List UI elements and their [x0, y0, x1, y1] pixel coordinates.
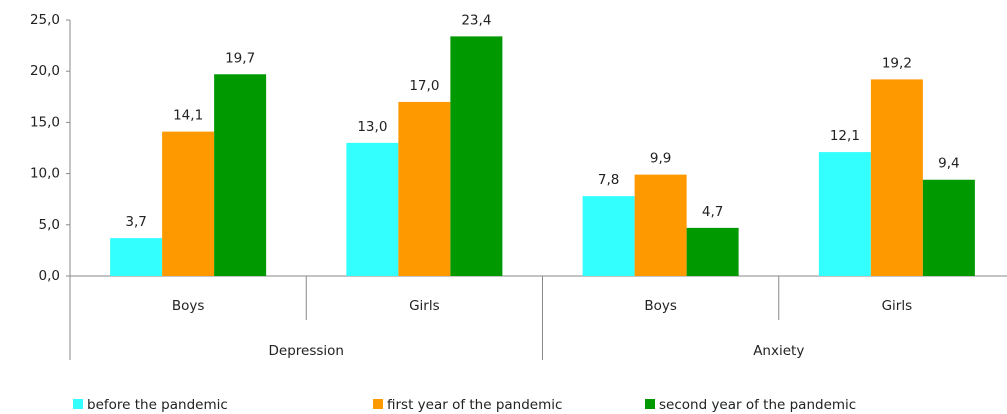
legend-label: before the pandemic — [87, 397, 228, 413]
data-label: 19,7 — [225, 50, 255, 66]
y-tick-label: 15,0 — [30, 114, 60, 130]
legend-swatch — [645, 399, 655, 409]
bar — [346, 142, 399, 276]
bar — [110, 238, 163, 276]
x-tick-label: Girls — [409, 298, 440, 314]
y-tick-label: 20,0 — [30, 63, 60, 79]
data-label: 17,0 — [409, 78, 439, 94]
legend-label: first year of the pandemic — [387, 397, 562, 413]
data-label: 13,0 — [357, 119, 387, 135]
legend-label: second year of the pandemic — [659, 397, 856, 413]
data-label: 7,8 — [598, 172, 619, 188]
y-tick-label: 5,0 — [39, 217, 60, 233]
group-label: Anxiety — [753, 343, 804, 359]
group-label: Depression — [269, 343, 344, 359]
bar — [818, 152, 871, 276]
y-tick-label: 25,0 — [30, 12, 60, 28]
x-tick-label: Boys — [172, 298, 205, 314]
bar — [582, 196, 635, 276]
data-label: 19,2 — [882, 55, 912, 71]
legend-swatch — [73, 399, 83, 409]
y-tick-label: 0,0 — [39, 268, 60, 284]
bar — [214, 74, 267, 276]
y-tick-label: 10,0 — [30, 166, 60, 182]
data-label: 14,1 — [173, 108, 203, 124]
bar — [686, 227, 739, 276]
x-tick-label: Boys — [644, 298, 677, 314]
legend-swatch — [373, 399, 383, 409]
data-label: 9,9 — [650, 151, 671, 167]
bar — [922, 179, 975, 276]
data-label: 23,4 — [461, 12, 491, 28]
bar — [398, 101, 451, 276]
bar — [870, 79, 923, 276]
bar — [450, 36, 503, 276]
data-label: 4,7 — [702, 204, 723, 220]
bar — [634, 174, 687, 276]
data-label: 3,7 — [125, 214, 146, 230]
data-label: 9,4 — [938, 156, 959, 172]
bar — [162, 131, 215, 276]
x-tick-label: Girls — [882, 298, 913, 314]
data-label: 12,1 — [830, 128, 860, 144]
